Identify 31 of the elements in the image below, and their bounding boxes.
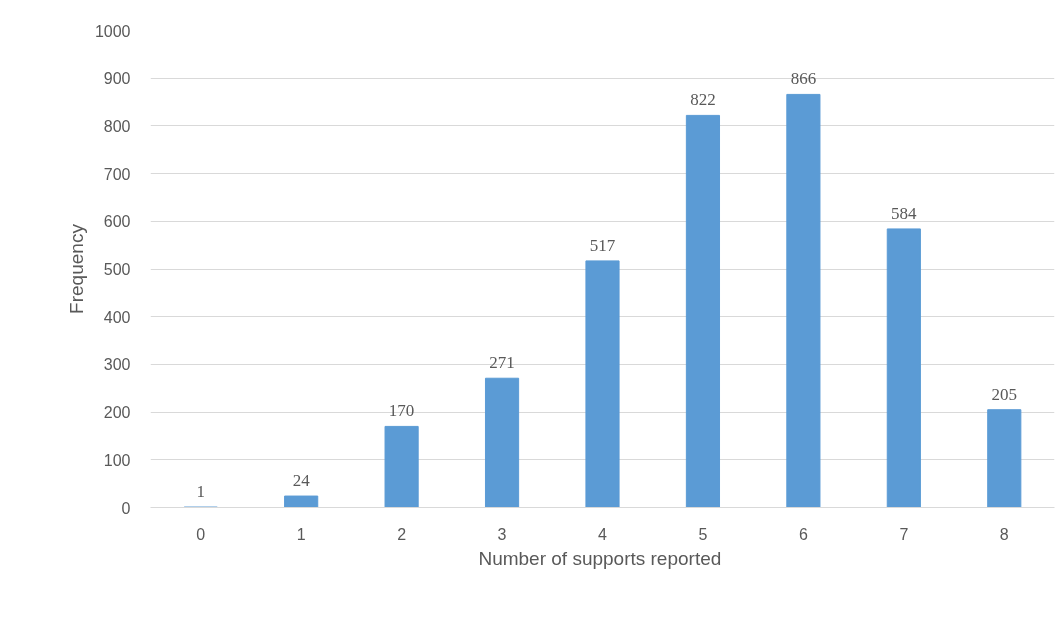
y-tick-label: 1000 — [94, 22, 131, 40]
x-tick-label: 4 — [598, 525, 608, 543]
y-tick-label: 600 — [103, 213, 131, 231]
data-label: 271 — [489, 353, 515, 373]
data-label: 822 — [690, 90, 716, 110]
x-tick-label: 3 — [497, 525, 507, 543]
x-tick-label: 7 — [899, 525, 909, 543]
y-tick-label: 400 — [103, 308, 131, 326]
data-label: 584 — [891, 203, 918, 223]
x-tick-label: 2 — [397, 525, 407, 543]
data-label: 170 — [388, 401, 415, 421]
y-tick-label: 300 — [103, 356, 131, 374]
y-tick-label: 200 — [103, 404, 131, 422]
data-label: 866 — [790, 69, 817, 89]
data-label: 24 — [292, 471, 311, 491]
y-tick-label: 900 — [103, 70, 131, 88]
x-tick-label: 0 — [196, 525, 206, 543]
data-label: 1 — [196, 482, 205, 502]
y-tick-label: 700 — [103, 165, 131, 183]
x-tick-label: 8 — [999, 525, 1009, 543]
x-tick-label: 1 — [296, 525, 306, 543]
y-tick-label: 0 — [121, 499, 131, 517]
data-label: 517 — [589, 235, 616, 255]
data-label: 205 — [991, 384, 1018, 404]
x-axis-title: Number of supports reported — [478, 547, 722, 569]
y-tick-label: 500 — [103, 261, 131, 278]
x-tick-label: 5 — [698, 525, 708, 543]
y-axis-title: Frequency — [65, 223, 87, 314]
y-tick-label: 100 — [103, 451, 131, 469]
y-tick-label: 800 — [103, 117, 131, 135]
x-tick-label: 6 — [798, 525, 808, 543]
